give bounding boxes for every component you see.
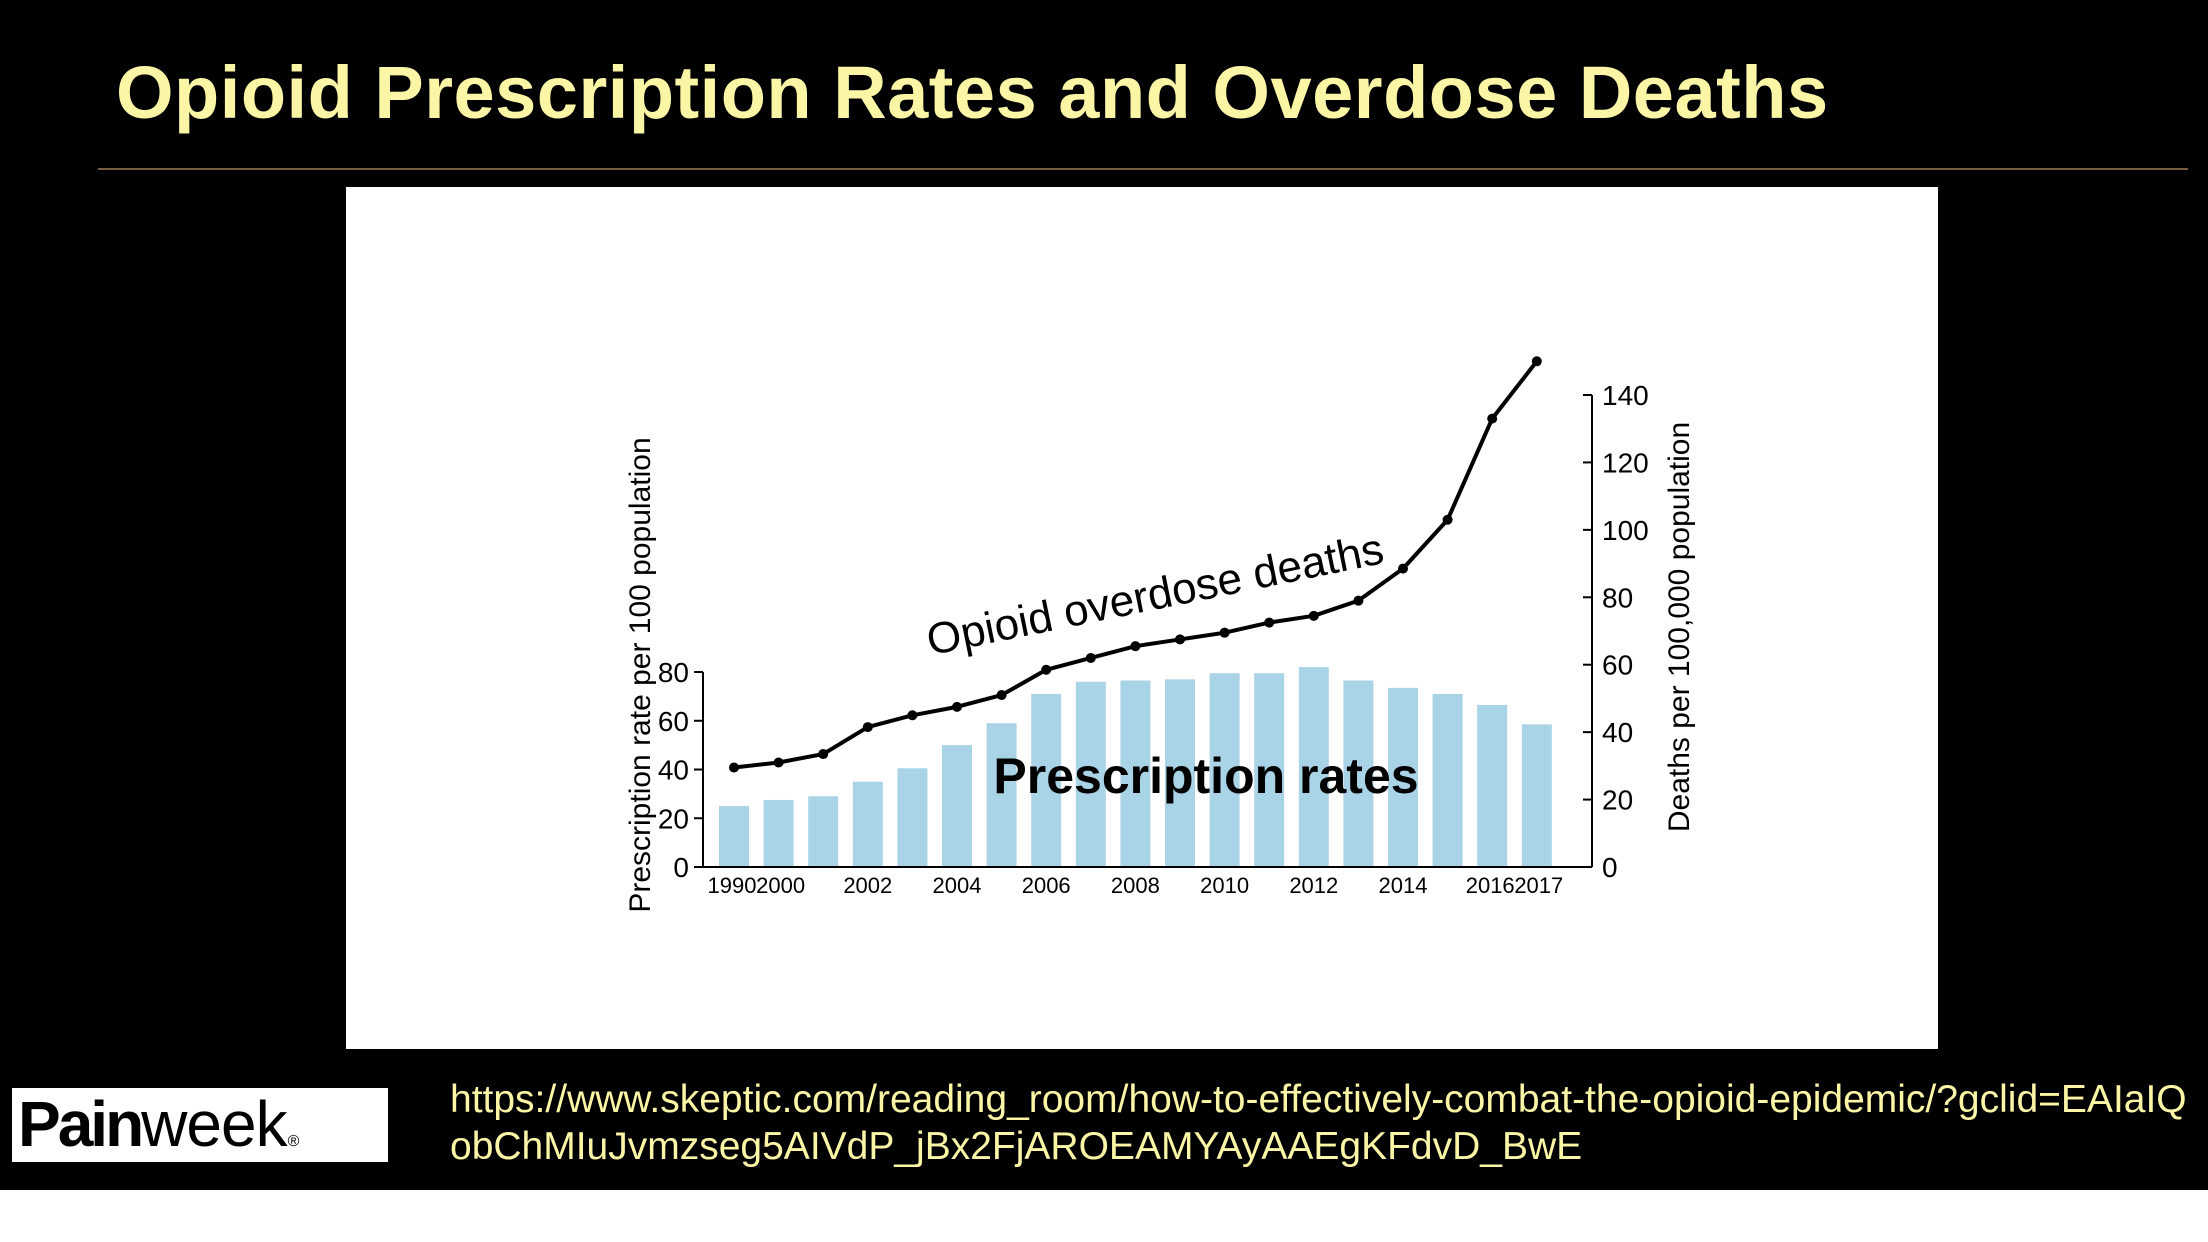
bar-2009 [1165,679,1195,867]
right-tick-label-0: 0 [1602,852,1618,883]
deaths-point-2004 [952,701,962,712]
left-axis-label: Prescription rate per 100 population [624,437,657,912]
bar-2013 [1343,680,1374,867]
x-tick-label-2008: 2008 [1111,873,1160,898]
painweek-logo: Painweek® [12,1088,388,1162]
bar-2015 [1432,693,1463,867]
deaths-point-1990 [729,762,739,773]
bar-2010 [1209,673,1240,867]
bar-2008 [1120,680,1151,867]
left-tick-label-20: 20 [658,803,689,834]
deaths-point-2016 [1487,413,1498,424]
deaths-point-2017 [1531,356,1542,367]
title-divider [98,168,2188,170]
deaths-point-2003 [907,710,918,721]
left-tick-label-0: 0 [673,852,689,883]
x-tick-label-2016: 2016 [1466,873,1515,898]
bar-2016 [1477,704,1508,867]
x-tick-label-2010: 2010 [1200,873,1249,898]
logo-registered-mark: ® [287,1133,300,1150]
right-tick-label-100: 100 [1602,515,1649,546]
deaths-point-2006 [1041,664,1052,675]
bar-2003 [897,768,928,867]
left-tick-label-60: 60 [658,706,689,737]
right-tick-label-120: 120 [1602,447,1649,478]
bar-2007 [1075,681,1106,867]
deaths-point-2002 [862,722,873,733]
x-tick-label-2017: 2017 [1514,873,1563,898]
right-tick-label-60: 60 [1602,650,1633,681]
deaths-point-2005 [996,690,1007,701]
left-tick-label-40: 40 [658,755,689,786]
slide-title: Opioid Prescription Rates and Overdose D… [116,51,1829,134]
prescription-bars [719,667,1552,867]
deaths-point-2013 [1353,595,1364,606]
deaths-point-2008 [1130,641,1141,652]
right-tick-label-140: 140 [1602,380,1649,411]
x-tick-label-2002: 2002 [843,873,892,898]
x-tick-label-1990: 1990 [708,873,757,898]
bar-2012 [1298,667,1329,867]
bar-2014 [1388,687,1418,867]
deaths-point-2015 [1442,514,1453,525]
right-axis-label: Deaths per 100,000 population [1663,422,1696,832]
chart-panel: 0 20 40 60 80 0 20 40 60 80 100 120 140 1990 2000 2002 2… [346,187,1938,1049]
slide-background: Opioid Prescription Rates and Overdose D… [0,0,2208,1190]
deaths-point-2001 [818,749,829,760]
x-tick-label-2006: 2006 [1022,873,1071,898]
deaths-point-2009 [1175,634,1185,645]
deaths-point-2014 [1398,563,1408,574]
bar-2004 [942,745,972,867]
deaths-point-2011 [1264,617,1275,628]
bar-2001 [808,796,839,867]
bar-2002 [852,781,883,867]
bar-1990 [719,806,749,867]
deaths-line-series [729,356,1542,773]
logo-text-week: week [141,1088,287,1160]
right-tick-label-40: 40 [1602,717,1633,748]
deaths-point-2000 [773,757,784,768]
x-tick-label-2012: 2012 [1289,873,1338,898]
right-tick-label-80: 80 [1602,582,1633,613]
deaths-point-2010 [1219,627,1230,638]
x-tick-label-2014: 2014 [1379,873,1428,898]
bar-2011 [1254,673,1285,867]
deaths-point-2007 [1085,652,1096,663]
bar-2017 [1521,724,1552,867]
source-url-link[interactable]: https://www.skeptic.com/reading_room/how… [450,1078,2187,1168]
chart-ticks: 0 20 40 60 80 0 20 40 60 80 100 120 140 1990 2000 2002 2… [658,380,1649,898]
annotation-prescription-rates: Prescription rates [993,748,1418,804]
deaths-point-2012 [1308,610,1319,621]
left-tick-label-80: 80 [658,657,689,688]
x-tick-label-2004: 2004 [933,873,982,898]
right-tick-label-20: 20 [1602,785,1633,816]
logo-text-pain: Pain [18,1088,144,1160]
x-tick-label-2000: 2000 [756,873,805,898]
bar-2006 [1031,693,1062,867]
bar-2000 [763,799,794,867]
bar-2005 [986,723,1017,867]
opioid-chart: 0 20 40 60 80 0 20 40 60 80 100 120 140 1990 2000 2002 2… [624,356,1696,913]
